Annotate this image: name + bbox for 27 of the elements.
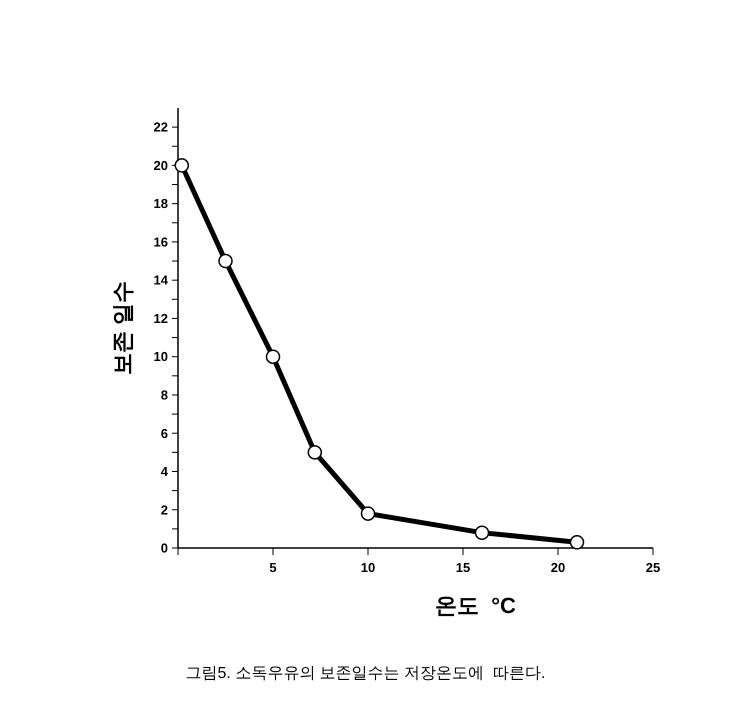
x-tick-label: 10 [360,560,376,575]
point [474,525,490,540]
y-tick-label: 8 [160,388,168,403]
y-tick-label: 18 [154,196,168,212]
x-tick-label: 20 [550,560,566,575]
x-axis-title: 온도 °C [435,593,516,618]
y-tick-label: 2 [160,502,168,518]
y-tick-label: 16 [154,234,168,250]
point [308,445,322,460]
caption: 그림5. 소독우유의 보존일수는 저장온도에 따른다. [185,665,546,682]
y-tick-label: 10 [154,349,168,364]
y-tick-label: 14 [154,272,169,288]
point [174,158,190,173]
x-tick-label: 15 [456,560,470,575]
point [570,535,584,550]
y-axis-title: 보존 일수 [110,280,135,376]
y-tick-label: 20 [154,158,168,173]
point [218,254,233,268]
y-tick-label: 6 [160,426,168,441]
y-tick-label: 22 [154,120,168,135]
x-tick-label: 25 [646,560,660,575]
y-tick-label: 4 [160,464,169,480]
y-tick-label: 12 [154,310,168,326]
point [266,349,280,364]
x-tick-label: 5 [269,560,277,575]
y-tick-label: 0 [160,540,168,556]
point [360,506,376,521]
